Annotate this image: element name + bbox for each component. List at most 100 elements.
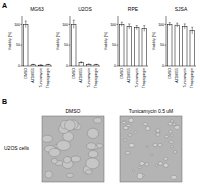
x-tick-label: DMSO bbox=[168, 68, 172, 79]
x-tick-label: DMSO bbox=[120, 68, 124, 79]
error-bar bbox=[121, 22, 123, 26]
cell bbox=[71, 156, 80, 162]
error-line bbox=[169, 23, 170, 26]
error-bar bbox=[80, 62, 82, 64]
error-line bbox=[184, 24, 185, 29]
y-tick bbox=[165, 24, 167, 25]
cell bbox=[158, 144, 162, 147]
bar bbox=[46, 65, 51, 66]
cell bbox=[132, 169, 134, 171]
error-cap bbox=[32, 64, 34, 65]
y-axis bbox=[118, 16, 119, 66]
error-bar bbox=[25, 21, 27, 28]
y-tick-label: 100 bbox=[14, 23, 20, 27]
y-tick bbox=[117, 45, 119, 46]
bar bbox=[190, 31, 195, 66]
figure: ABMG63Viability (%)050100DMSOAZD8055Tuni… bbox=[0, 0, 200, 196]
row-label: U2OS cells bbox=[4, 145, 30, 151]
error-line bbox=[33, 64, 34, 66]
error-line bbox=[177, 23, 178, 27]
cell bbox=[170, 146, 173, 148]
y-tick bbox=[21, 45, 23, 46]
cell bbox=[170, 120, 174, 122]
cell bbox=[145, 163, 149, 166]
y-axis bbox=[166, 16, 167, 66]
bar bbox=[120, 24, 125, 66]
y-tick bbox=[69, 66, 71, 67]
error-bar bbox=[88, 63, 90, 65]
plot-area bbox=[168, 23, 195, 66]
bar bbox=[24, 24, 29, 66]
error-line bbox=[40, 64, 41, 66]
y-tick bbox=[117, 66, 119, 67]
error-cap bbox=[88, 63, 90, 64]
cell bbox=[123, 121, 127, 123]
x-tick-label: AZD8055 bbox=[79, 68, 83, 83]
cell bbox=[164, 157, 168, 160]
cell bbox=[158, 162, 163, 165]
error-bar bbox=[40, 64, 42, 66]
bar bbox=[94, 65, 99, 66]
chart: RPEViability (%)050100DMSOAZD8055Tunicam… bbox=[104, 6, 148, 88]
error-cap bbox=[184, 23, 186, 24]
y-tick-label: 0 bbox=[66, 64, 68, 68]
y-tick-label: 0 bbox=[18, 64, 20, 68]
error-cap bbox=[169, 22, 171, 23]
y-tick bbox=[165, 45, 167, 46]
y-tick-label: 0 bbox=[162, 64, 164, 68]
bar bbox=[39, 65, 44, 66]
y-tick-label: 50 bbox=[160, 43, 164, 47]
cell bbox=[86, 158, 99, 169]
cell bbox=[51, 158, 57, 163]
y-label: Viability (%) bbox=[56, 32, 60, 50]
cell bbox=[140, 161, 145, 165]
y-axis bbox=[70, 16, 71, 66]
image-background bbox=[120, 116, 182, 182]
cell bbox=[165, 135, 169, 138]
plot-area bbox=[120, 22, 147, 66]
error-cap bbox=[136, 25, 138, 26]
cell bbox=[49, 148, 60, 156]
y-label: Viability (%) bbox=[152, 32, 156, 50]
error-cap bbox=[73, 20, 75, 21]
error-line bbox=[73, 20, 74, 28]
cell bbox=[63, 156, 71, 163]
error-cap bbox=[191, 27, 193, 28]
image-label: Tunicamycin 0.5 uM bbox=[129, 108, 174, 114]
cell bbox=[169, 130, 173, 133]
bar bbox=[87, 64, 92, 66]
cell bbox=[169, 141, 174, 144]
micrograph bbox=[42, 116, 104, 182]
bar bbox=[168, 24, 173, 66]
x-tick-label: Tunicamycin bbox=[183, 68, 187, 88]
cell bbox=[87, 128, 98, 138]
chart-title: SJSA bbox=[175, 6, 188, 12]
x-tick-label: Thapsigargin bbox=[142, 68, 146, 88]
x-tick-label: AZD8055 bbox=[31, 68, 35, 83]
cell bbox=[87, 143, 97, 150]
cell bbox=[153, 143, 157, 147]
error-line bbox=[88, 63, 89, 65]
chart-title: RPE bbox=[128, 6, 139, 12]
cell bbox=[171, 175, 177, 179]
chart: MG63Viability (%)050100DMSOAZD8055Tunica… bbox=[8, 6, 52, 88]
cell bbox=[173, 123, 176, 126]
cell bbox=[64, 120, 75, 131]
image-label: DMSO bbox=[66, 108, 81, 114]
y-tick bbox=[69, 45, 71, 46]
panel-label: A bbox=[2, 2, 7, 9]
y-label: Viability (%) bbox=[8, 32, 12, 50]
bar bbox=[31, 65, 36, 66]
error-bar bbox=[136, 26, 138, 30]
bar bbox=[72, 24, 77, 66]
error-bar bbox=[47, 64, 49, 66]
error-bar bbox=[73, 20, 75, 28]
error-line bbox=[136, 26, 137, 30]
cell bbox=[42, 135, 52, 142]
cell bbox=[146, 146, 148, 147]
x-tick-label: AZD8055 bbox=[175, 68, 179, 83]
error-line bbox=[121, 22, 122, 26]
cell bbox=[88, 151, 98, 158]
cell bbox=[170, 135, 173, 137]
error-cap bbox=[176, 23, 178, 24]
